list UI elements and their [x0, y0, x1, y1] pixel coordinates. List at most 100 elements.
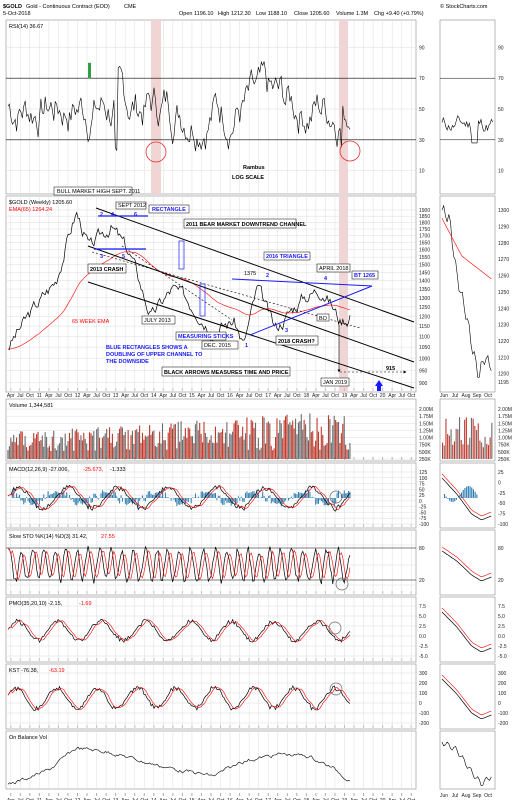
macd-tick: 75: [419, 482, 425, 488]
x-label-price: Jul: [17, 393, 23, 399]
volume-bar: [181, 439, 184, 459]
kst-side-tick: 300: [498, 671, 507, 677]
volume-bar: [250, 419, 252, 459]
tri-point-4: 4: [324, 276, 328, 282]
volume-bar: [326, 443, 328, 459]
volume-bar: [322, 434, 324, 459]
volume-bar: [83, 432, 85, 459]
macd-hist-bar: [40, 498, 42, 501]
pmo-tick: 0.0: [419, 634, 426, 640]
volume-bar: [104, 433, 106, 459]
volume-bar: [220, 431, 222, 459]
obv-side-line: [441, 741, 492, 787]
x-label-obv: Jul: [93, 798, 99, 800]
x-label-obv: Oct: [179, 798, 187, 800]
volume-bar: [216, 442, 218, 459]
x-label-obv: 14: [151, 798, 157, 800]
volume-bar: [57, 445, 59, 459]
x-label-price: Oct: [255, 393, 263, 399]
x-label-price: 19: [342, 393, 348, 399]
rectangle-box: [148, 204, 190, 214]
volume-side-bar: [484, 436, 486, 459]
x-label-obv: Jul: [246, 798, 252, 800]
volume-bar: [339, 443, 341, 459]
macd-hist-bar: [153, 494, 155, 498]
instrument-name: Gold - Continuous Contract (EOD): [26, 4, 110, 10]
low-value: Low 1188.10: [256, 11, 287, 17]
volume-bar: [61, 437, 63, 459]
macd-hist-bar: [315, 498, 317, 505]
macd-hist-bar: [101, 490, 103, 498]
kst-signal-line: [7, 687, 351, 711]
macd-side-hist: [471, 487, 473, 498]
macd-hist-bar: [243, 498, 245, 502]
macd-hist-bar: [200, 491, 202, 498]
volume-bar: [73, 450, 75, 459]
volume-bar: [90, 433, 92, 459]
macd-hist-bar: [46, 497, 48, 498]
volume-bar: [191, 436, 194, 459]
x-label-price: Apr: [388, 393, 396, 399]
macd-hist-bar: [202, 491, 204, 498]
volume-bar: [277, 432, 279, 459]
volume-bar: [303, 419, 305, 459]
volume-bar: [240, 436, 242, 459]
volume-bar: [126, 449, 128, 459]
open-value: Open 1196.10: [179, 11, 213, 17]
crash2013-box: [87, 263, 127, 274]
kst-tick: 100: [419, 691, 428, 697]
volume-bar: [33, 433, 35, 459]
macd-tick: -50: [419, 510, 426, 516]
kst-line: [7, 685, 351, 712]
macd-hist-bar: [28, 498, 30, 503]
rect-point-4: 4: [111, 212, 115, 218]
macd-hist-bar: [330, 498, 332, 500]
pmo-side-tick: 7.5: [498, 604, 505, 610]
macd-hist-bar: [187, 498, 189, 502]
vol-tick: 1.00M: [419, 436, 433, 442]
macd-hist-bar: [265, 498, 267, 502]
macd-hist-bar: [142, 495, 144, 498]
macd-hist-bar: [107, 492, 109, 498]
volume-side-bar: [469, 437, 471, 459]
volume-bar: [200, 433, 202, 459]
channel-top-line: [95, 207, 415, 323]
macd-hist-bar: [336, 492, 338, 498]
macd-tick: 50: [419, 487, 425, 493]
volume-bar: [237, 424, 239, 459]
channel-middle-line: [87, 245, 415, 363]
kst-signal-title: -63.19: [49, 668, 65, 674]
x-label-price: Oct: [369, 393, 377, 399]
macd-hist-bar: [23, 498, 25, 505]
volume-bar: [310, 432, 312, 459]
kst-side-line: [441, 678, 492, 720]
volume-bar: [46, 437, 48, 459]
triangle-box: [263, 251, 311, 261]
macd-hist-bar: [170, 498, 172, 501]
triangle-bottom-line: [249, 285, 373, 336]
obv-side-panel: [439, 730, 496, 790]
macd-side-hist: [455, 498, 457, 500]
macd-hist-bar: [74, 498, 76, 505]
volume-bar: [269, 423, 271, 459]
macd-hist-bar: [340, 494, 342, 498]
macd-side-hist: [467, 486, 469, 498]
volume-bar: [131, 430, 133, 459]
macd-hist-bar: [16, 493, 18, 498]
macd-side-hist: [472, 489, 474, 498]
volume-bar: [106, 428, 108, 459]
obv-line: [7, 746, 351, 785]
ema65-text: 65 WEEK EMA: [72, 319, 110, 325]
macd-hist-bar: [159, 491, 161, 498]
x-label-obv: Apr: [45, 798, 53, 800]
macd-hist-bar: [160, 496, 162, 498]
macd-hist-bar: [91, 498, 93, 503]
macd-side-panel: [439, 462, 496, 529]
vol-side-tick: 1.50M: [498, 421, 512, 427]
x-label-obv: Apr: [159, 798, 167, 800]
macd-hist-bar: [50, 493, 52, 498]
volume-bar: [98, 437, 101, 459]
volume-bar: [91, 435, 93, 459]
volume-bar: [189, 428, 191, 459]
volume-side-bar: [481, 442, 483, 459]
